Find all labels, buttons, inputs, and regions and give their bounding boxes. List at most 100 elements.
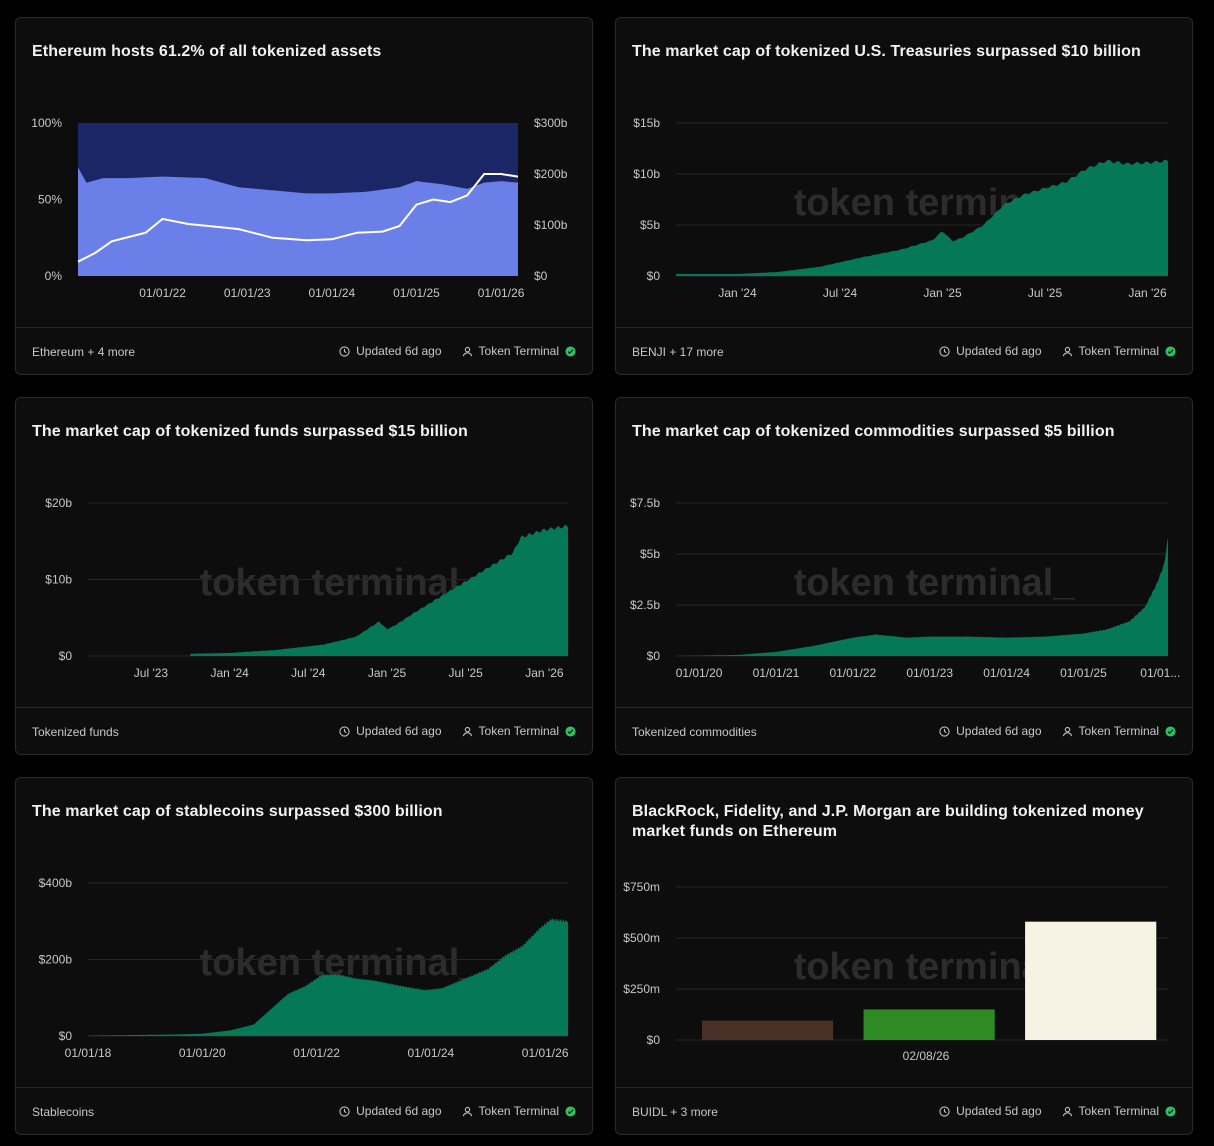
chart-card-money-market-funds: BlackRock, Fidelity, and J.P. Morgan are… <box>615 777 1193 1135</box>
x-tick-label: 02/08/26 <box>903 1049 950 1063</box>
x-tick-label: Jul '24 <box>291 666 326 680</box>
chart-card-tokenized-funds: The market cap of tokenized funds surpas… <box>15 397 593 755</box>
clock-icon <box>339 1105 350 1117</box>
card-footer: Tokenized funds Updated 6d ago Token Ter… <box>16 707 592 754</box>
y-tick-label: $0 <box>59 649 73 663</box>
x-tick-label: Jan '24 <box>210 666 249 680</box>
x-tick-label: 01/01/18 <box>65 1046 112 1060</box>
y-tick-label: $10b <box>633 167 660 181</box>
verified-check-icon <box>1165 345 1176 357</box>
x-tick-label: Jan '25 <box>368 666 407 680</box>
card-title: The market cap of tokenized funds surpas… <box>32 423 468 440</box>
x-tick-label: Jan '24 <box>718 286 757 300</box>
line-series-total <box>77 173 519 263</box>
user-icon <box>1062 1106 1073 1117</box>
y-tick-label: $0 <box>647 649 661 663</box>
updated-text: Updated 6d ago <box>956 344 1042 358</box>
x-tick-label: 01/01/20 <box>676 666 723 680</box>
watermark: token terminal_ <box>794 562 1076 604</box>
card-footer: Tokenized commodities Updated 6d ago Tok… <box>616 707 1192 754</box>
bar-1 <box>702 1020 834 1040</box>
user-icon <box>462 1106 473 1117</box>
card-footer: Stablecoins Updated 6d ago Token Termina… <box>16 1087 592 1134</box>
source-link[interactable]: Token Terminal <box>1078 344 1159 358</box>
clock-icon <box>339 345 350 357</box>
area-series-0 <box>190 524 568 656</box>
source-link[interactable]: Token Terminal <box>478 1104 559 1118</box>
x-tick-label: 01/01/26 <box>478 286 525 300</box>
x-tick-label: Jan '26 <box>1128 286 1167 300</box>
x-tick-label: Jul '24 <box>823 286 858 300</box>
card-title: Ethereum hosts 61.2% of all tokenized as… <box>32 43 382 60</box>
clock-icon <box>339 725 350 737</box>
source-link[interactable]: Token Terminal <box>1078 1104 1159 1118</box>
updated-text: Updated 6d ago <box>356 344 442 358</box>
asset-filter-link[interactable]: Tokenized commodities <box>632 725 757 739</box>
x-tick-label: Jul '25 <box>449 666 484 680</box>
y-tick-label: $7.5b <box>630 496 660 510</box>
x-tick-label: Jul '25 <box>1028 286 1063 300</box>
chart-area[interactable]: token terminal_ $0 $2.5b $5b $7.5b 01/01/20 01… <box>616 398 1193 698</box>
asset-filter-link[interactable]: BUIDL + 3 more <box>632 1105 718 1119</box>
updated-text: Updated 5d ago <box>956 1104 1042 1118</box>
verified-check-icon <box>1165 725 1176 737</box>
x-tick-label: 01/01/21 <box>753 666 800 680</box>
y-tick-label: $0 <box>59 1029 73 1043</box>
x-tick-label: Jan '25 <box>923 286 962 300</box>
chart-card-us-treasuries: The market cap of tokenized U.S. Treasur… <box>615 17 1193 375</box>
source-link[interactable]: Token Terminal <box>478 344 559 358</box>
y-tick-label: 100% <box>31 116 62 130</box>
user-icon <box>462 726 473 737</box>
verified-check-icon <box>565 1105 576 1117</box>
card-footer: BENJI + 17 more Updated 6d ago Token Ter… <box>616 327 1192 374</box>
updated-text: Updated 6d ago <box>356 724 442 738</box>
card-footer: BUIDL + 3 more Updated 5d ago Token Term… <box>616 1087 1192 1134</box>
x-tick-label: Jul '23 <box>134 666 169 680</box>
source-link[interactable]: Token Terminal <box>478 724 559 738</box>
y-tick-label: $0 <box>647 1033 661 1047</box>
chart-area[interactable]: token terminal_ $0 $10b $20b Jul '23 Jan '24 J… <box>16 398 593 698</box>
y-tick-label: $250m <box>623 982 660 996</box>
x-tick-label: Jan '26 <box>525 666 564 680</box>
asset-filter-link[interactable]: Ethereum + 4 more <box>32 345 136 359</box>
user-icon <box>1062 346 1073 357</box>
y-tick-label: $20b <box>45 496 72 510</box>
area-series-0 <box>78 167 518 276</box>
x-tick-label: 01/01/26 <box>522 1046 569 1060</box>
y-tick-label: $2.5b <box>630 598 660 612</box>
source-link[interactable]: Token Terminal <box>1078 724 1159 738</box>
x-tick-label: 01/01/23 <box>906 666 953 680</box>
user-icon <box>462 346 473 357</box>
chart-card-tokenized-commodities: The market cap of tokenized commodities … <box>615 397 1193 755</box>
clock-icon <box>939 345 950 357</box>
watermark: token terminal_ <box>200 562 482 604</box>
y2-tick-label: $200b <box>534 167 568 181</box>
x-tick-label: 01/01/24 <box>308 286 355 300</box>
bar-3 <box>1025 921 1157 1040</box>
bar-2 <box>863 1009 995 1040</box>
y-tick-label: $5b <box>640 547 660 561</box>
y-tick-label: 50% <box>38 193 62 207</box>
x-tick-label: 01/01/20 <box>179 1046 226 1060</box>
card-title: BlackRock, Fidelity, and J.P. Morgan are… <box>632 803 1144 840</box>
y2-tick-label: $300b <box>534 116 568 130</box>
clock-icon <box>939 725 950 737</box>
x-tick-label: 01/01/24 <box>407 1046 454 1060</box>
y-tick-label: 0% <box>45 269 63 283</box>
y2-tick-label: $100b <box>534 218 568 232</box>
asset-filter-link[interactable]: BENJI + 17 more <box>632 345 724 359</box>
asset-filter-link[interactable]: Stablecoins <box>32 1105 95 1119</box>
y-tick-label: $750m <box>623 880 660 894</box>
area-series-0 <box>88 918 568 1036</box>
x-tick-label: 01/01/22 <box>293 1046 340 1060</box>
user-icon <box>1062 726 1073 737</box>
chart-area[interactable]: token terminal_0%50%100%$0$100b$200b$300… <box>16 18 593 318</box>
asset-filter-link[interactable]: Tokenized funds <box>32 725 119 739</box>
chart-card-ethereum-share: Ethereum hosts 61.2% of all tokenized as… <box>15 17 593 375</box>
card-title: The market cap of tokenized commodities … <box>632 423 1115 440</box>
x-tick-label: 01/01/25 <box>1060 666 1107 680</box>
x-tick-label: 01/01/22 <box>139 286 186 300</box>
